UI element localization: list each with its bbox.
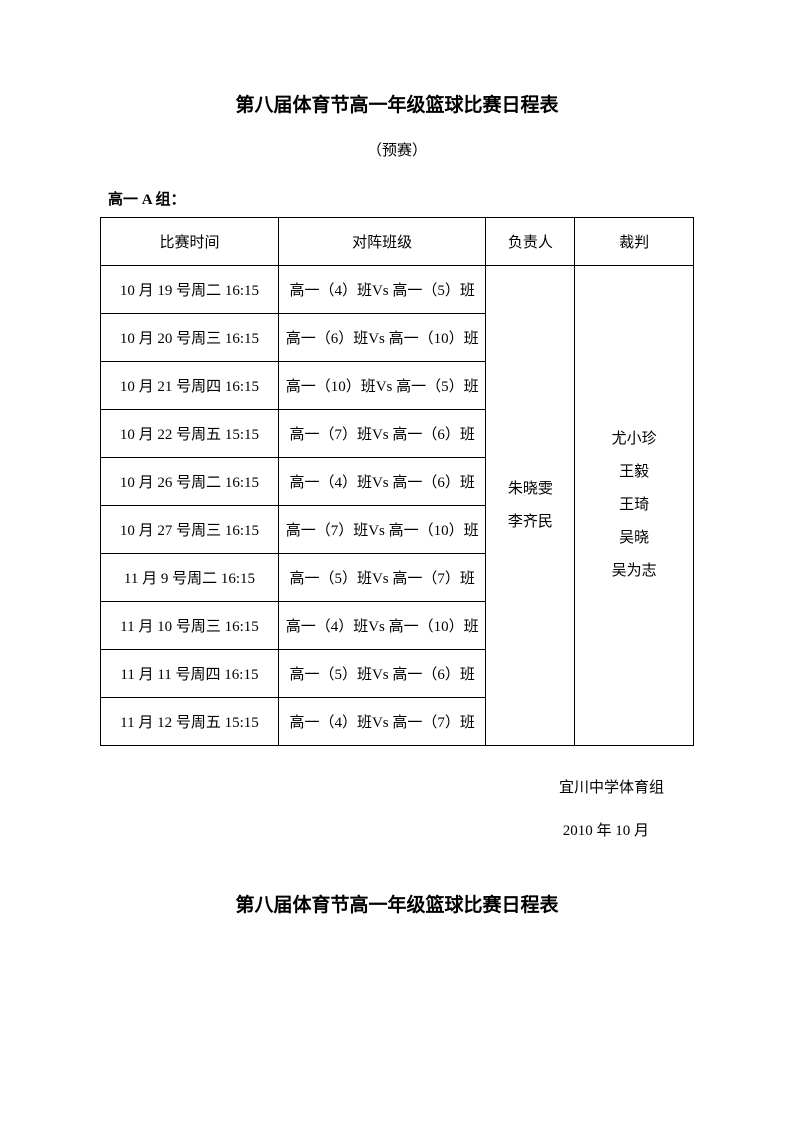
cell-match: 高一（5）班Vs 高一（6）班 [278,650,486,698]
person-name: 朱晓雯 [486,473,574,506]
cell-match: 高一（4）班Vs 高一（7）班 [278,698,486,746]
header-referee: 裁判 [575,218,694,266]
page-subtitle: （预赛） [100,139,694,160]
cell-time: 11 月 10 号周三 16:15 [101,602,279,650]
footer-date: 2010 年 10 月 [100,819,649,840]
cell-time: 10 月 22 号周五 15:15 [101,410,279,458]
header-person: 负责人 [486,218,575,266]
cell-person-merged: 朱晓雯李齐民 [486,266,575,746]
cell-time: 10 月 27 号周三 16:15 [101,506,279,554]
cell-time: 10 月 26 号周二 16:15 [101,458,279,506]
cell-referee-merged: 尤小珍王毅王琦吴晓吴为志 [575,266,694,746]
table-header-row: 比赛时间 对阵班级 负责人 裁判 [101,218,694,266]
cell-match: 高一（4）班Vs 高一（10）班 [278,602,486,650]
cell-match: 高一（6）班Vs 高一（10）班 [278,314,486,362]
page-title: 第八届体育节高一年级篮球比赛日程表 [100,90,694,117]
cell-time: 10 月 21 号周四 16:15 [101,362,279,410]
header-match: 对阵班级 [278,218,486,266]
referee-name: 尤小珍 [575,423,693,456]
cell-time: 11 月 11 号周四 16:15 [101,650,279,698]
cell-time: 10 月 19 号周二 16:15 [101,266,279,314]
footer-organization: 宜川中学体育组 [100,776,664,797]
cell-match: 高一（7）班Vs 高一（10）班 [278,506,486,554]
group-label: 高一 A 组： [108,188,694,209]
cell-match: 高一（4）班Vs 高一（5）班 [278,266,486,314]
page-title-2: 第八届体育节高一年级篮球比赛日程表 [100,890,694,917]
cell-match: 高一（5）班Vs 高一（7）班 [278,554,486,602]
cell-time: 11 月 9 号周二 16:15 [101,554,279,602]
referee-name: 王琦 [575,489,693,522]
person-name: 李齐民 [486,506,574,539]
header-time: 比赛时间 [101,218,279,266]
cell-time: 11 月 12 号周五 15:15 [101,698,279,746]
referee-name: 王毅 [575,456,693,489]
table-row: 10 月 19 号周二 16:15高一（4）班Vs 高一（5）班朱晓雯李齐民尤小… [101,266,694,314]
cell-match: 高一（4）班Vs 高一（6）班 [278,458,486,506]
referee-name: 吴为志 [575,555,693,588]
referee-name: 吴晓 [575,522,693,555]
schedule-table: 比赛时间 对阵班级 负责人 裁判 10 月 19 号周二 16:15高一（4）班… [100,217,694,746]
cell-time: 10 月 20 号周三 16:15 [101,314,279,362]
cell-match: 高一（10）班Vs 高一（5）班 [278,362,486,410]
cell-match: 高一（7）班Vs 高一（6）班 [278,410,486,458]
